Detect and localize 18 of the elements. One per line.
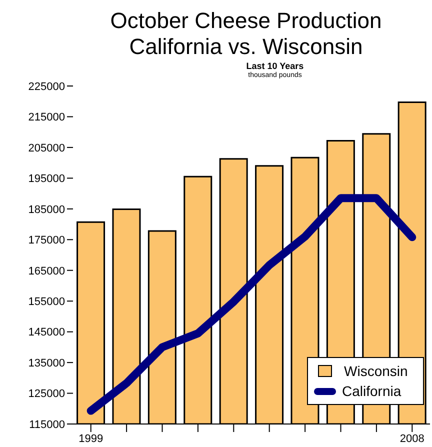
x-tick-label: 1999 [78,432,104,445]
chart-title: October Cheese Production California vs. Wisconsin [109,8,383,60]
y-tick-label: 195000 [28,173,65,186]
y-tick-label: 215000 [28,112,65,124]
y-tick-label: 175000 [28,234,65,247]
y-tick-label: 205000 [28,142,65,154]
x-tick-label: 2008 [400,432,424,445]
y-tick-label: 135000 [28,357,65,370]
legend-label: California [342,383,402,399]
y-tick-label: 145000 [28,326,65,339]
y-tick-label: 225000 [28,80,65,93]
y-tick-label: 185000 [28,204,65,216]
y-tick-label: 165000 [28,265,65,278]
y-tick-label: 125000 [28,388,65,400]
legend-label: Wisconsin [344,363,408,379]
y-tick-label: 155000 [28,296,65,308]
chart-subtitle: Last 10 Years [245,61,305,71]
y-tick-label: 115000 [29,418,65,431]
